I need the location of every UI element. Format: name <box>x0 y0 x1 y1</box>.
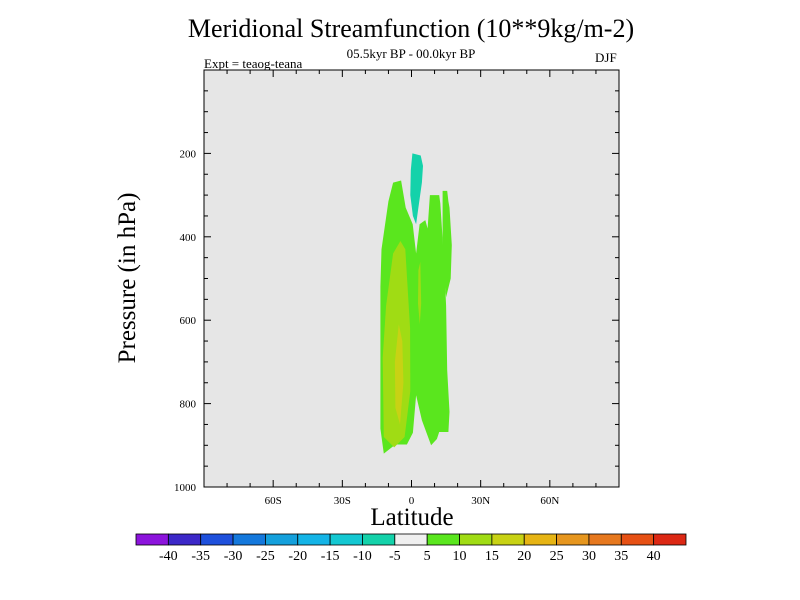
colorbar-swatch <box>200 533 234 546</box>
y-tick-label: 200 <box>180 148 197 160</box>
colorbar-swatch <box>232 533 266 546</box>
colorbar-label: 15 <box>485 549 499 564</box>
colorbar-label: 40 <box>647 549 661 564</box>
colorbar-label: -5 <box>389 549 401 564</box>
colorbar-label: 30 <box>582 549 596 564</box>
colorbar-label: -25 <box>256 549 275 564</box>
colorbar-label: -15 <box>321 549 340 564</box>
contour-region-pos-sub-10 <box>418 261 422 325</box>
colorbar-swatch <box>426 533 460 546</box>
colorbar-swatch <box>394 533 428 546</box>
colorbar-label: 10 <box>453 549 467 564</box>
colorbar-swatch <box>167 533 202 546</box>
x-tick-label: 30S <box>334 495 351 507</box>
colorbar-label: 20 <box>517 549 531 564</box>
colorbar-swatch <box>523 533 557 546</box>
colorbar-swatch <box>491 533 525 546</box>
chart-subtitle: 05.5kyr BP - 00.0kyr BP <box>346 46 476 61</box>
colorbar-swatch <box>362 533 396 546</box>
y-tick-label: 800 <box>180 399 197 411</box>
x-tick-label: 60S <box>265 495 282 507</box>
contour-region-pos-main-10 <box>382 241 411 448</box>
colorbar-label: -30 <box>224 549 243 564</box>
y-tick-label: 1000 <box>174 482 197 494</box>
x-tick-label: 60N <box>540 495 559 507</box>
season-label: DJF <box>595 50 617 65</box>
chart-title: Meridional Streamfunction (10**9kg/m-2) <box>187 14 635 43</box>
colorbar-label: -20 <box>288 549 307 564</box>
colorbar-label: 25 <box>550 549 564 564</box>
colorbar-swatch <box>265 533 299 546</box>
x-tick-label: 0 <box>409 495 415 507</box>
contour-region-neg-upper-cell <box>410 153 423 225</box>
colorbar-swatch <box>588 533 622 546</box>
colorbar-label: 35 <box>614 549 628 564</box>
colorbar-swatch <box>135 533 169 546</box>
colorbar-swatch <box>620 533 655 546</box>
x-axis-label: Latitude <box>370 504 454 531</box>
x-tick-label: 30N <box>471 495 490 507</box>
y-tick-label: 600 <box>180 315 197 327</box>
colorbar: -40 -35 -30 -25 -20 -15 -10 -5 5 10 15 20 25 30 35 40 <box>135 533 687 564</box>
contour-regions <box>380 153 452 454</box>
colorbar-label: -35 <box>191 549 210 564</box>
colorbar-label: 5 <box>424 549 431 564</box>
colorbar-swatch <box>297 533 331 546</box>
colorbar-label: -40 <box>159 549 178 564</box>
axis-ticks: 60S 30S 0 30N 60N 200 400 600 800 1000 <box>174 70 619 507</box>
colorbar-swatch <box>556 533 590 546</box>
y-tick-label: 400 <box>180 232 197 244</box>
colorbar-swatch <box>653 533 687 546</box>
colorbar-label: -10 <box>353 549 372 564</box>
colorbar-swatch <box>329 533 363 546</box>
colorbar-swatch <box>459 533 493 546</box>
experiment-label: Expt = teaog-teana <box>204 56 303 71</box>
contour-region-pos-east-5 <box>442 190 452 298</box>
contour-region-pos-core-15 <box>394 324 404 425</box>
